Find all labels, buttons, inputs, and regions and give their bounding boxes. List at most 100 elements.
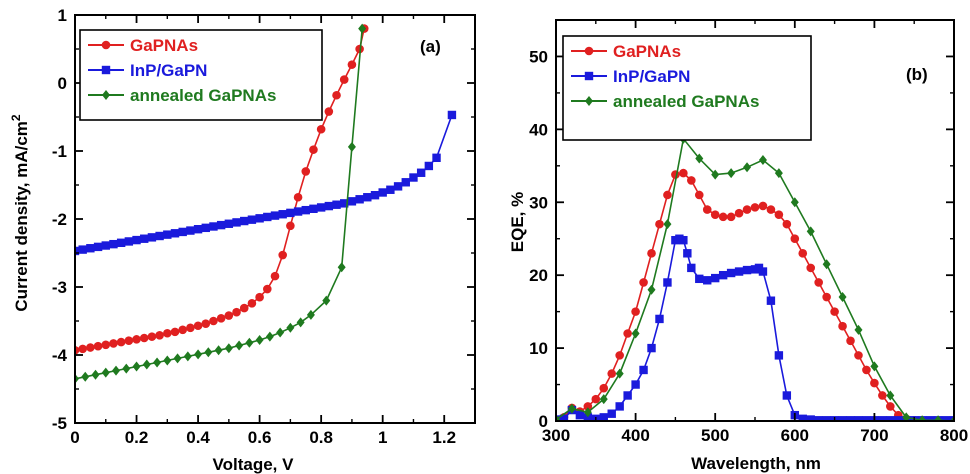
panel-a-data-point bbox=[409, 173, 418, 182]
panel-b-data-point bbox=[766, 205, 776, 214]
panel-a-data-point bbox=[322, 295, 331, 306]
panel-a-y-tick-label: 1 bbox=[58, 6, 67, 25]
panel-a-legend-label: GaPNAs bbox=[130, 36, 198, 55]
panel-a-data-point bbox=[75, 345, 80, 355]
panel-a-data-point bbox=[178, 325, 187, 335]
panel-a-data-point bbox=[224, 343, 233, 354]
panel-a-data-point bbox=[286, 322, 295, 333]
panel-b-data-point bbox=[949, 416, 954, 421]
panel-b-data-point bbox=[782, 391, 792, 400]
panel-a-data-point bbox=[124, 336, 134, 346]
panel-b-y-tick-label: 0 bbox=[539, 412, 548, 431]
panel-b-data-point bbox=[734, 267, 744, 276]
panel-a-data-point bbox=[186, 323, 195, 333]
panel-b-data-point bbox=[703, 276, 712, 285]
panel-a-series bbox=[75, 23, 457, 384]
panel-a-data-point bbox=[255, 335, 264, 346]
panel-a-data-point bbox=[301, 167, 311, 176]
panel-b-data-point bbox=[838, 292, 847, 303]
panel-b-data-point bbox=[599, 394, 608, 405]
panel-b-data-point bbox=[886, 390, 895, 401]
panel-a-y-tick-label: -2 bbox=[52, 210, 67, 229]
panel-a-data-point bbox=[339, 75, 349, 84]
panel-a-data-point bbox=[216, 220, 226, 230]
panel-a-data-point bbox=[245, 337, 254, 348]
panel-a-data-point bbox=[153, 357, 162, 368]
panel-a-legend-entry: annealed GaPNAs bbox=[88, 86, 276, 105]
panel-a-data-point bbox=[132, 235, 141, 245]
panel-b-data-point bbox=[870, 361, 879, 372]
panel-b-data-point bbox=[758, 154, 767, 165]
panel-a-data-point bbox=[240, 216, 249, 226]
panel-a-data-point bbox=[270, 271, 280, 281]
panel-b-data-point bbox=[687, 263, 696, 273]
panel-a-data-point bbox=[155, 330, 164, 340]
panel-a-data-point bbox=[155, 231, 164, 241]
panel-a-data-point bbox=[263, 212, 272, 222]
panel-a-series-line bbox=[75, 28, 363, 380]
panel-b-data-point bbox=[902, 412, 911, 421]
panel-a-data-point bbox=[232, 218, 241, 227]
panel-b-data-point bbox=[695, 274, 704, 284]
panel-a-legend-marker bbox=[101, 40, 111, 50]
panel-b-data-point bbox=[615, 351, 624, 360]
panel-b-data-point bbox=[878, 416, 887, 421]
panel-a-data-point bbox=[93, 242, 103, 252]
panel-a-data-point bbox=[347, 197, 357, 206]
panel-a-data-point bbox=[224, 311, 234, 320]
panel-a-data-point bbox=[235, 340, 244, 351]
panel-a-iv-curves: 0 0.2 0.4 0.6 0.8 1 1.2 -5 -4 -3 -2 -1 0 1 (a) Voltag… bbox=[9, 6, 476, 474]
panel-a-data-point bbox=[204, 347, 213, 358]
panel-b-data-point bbox=[790, 197, 799, 208]
panel-b-x-tick-label: 300 bbox=[542, 426, 570, 445]
panel-b-data-point bbox=[623, 391, 632, 400]
panel-a-legend-marker bbox=[102, 90, 110, 100]
panel-a-data-point bbox=[194, 349, 203, 360]
panel-b-data-point bbox=[798, 249, 808, 258]
panel-b-data-point bbox=[806, 263, 816, 273]
panel-b-data-point bbox=[742, 205, 752, 214]
panel-a-legend: GaPNAs InP/GaPN annealed GaPNAs bbox=[79, 29, 323, 121]
panel-a-data-point bbox=[370, 191, 380, 200]
panel-a-data-point bbox=[109, 239, 118, 249]
panel-a-x-tick-label: 1 bbox=[378, 428, 387, 447]
panel-a-data-point bbox=[432, 153, 441, 162]
panel-a-data-point bbox=[355, 195, 364, 204]
panel-b-data-point bbox=[854, 324, 863, 335]
panel-b-y-tick-label: 40 bbox=[529, 120, 548, 139]
panel-a-data-point bbox=[293, 207, 303, 216]
panel-a-data-point bbox=[309, 204, 318, 213]
panel-a-data-point bbox=[265, 331, 274, 342]
panel-a-data-point bbox=[163, 230, 172, 239]
panel-a-data-point bbox=[132, 361, 141, 372]
panel-b-data-point bbox=[647, 249, 656, 258]
panel-a-data-point bbox=[239, 303, 249, 313]
panel-b-legend-entry: GaPNAs bbox=[571, 42, 681, 61]
panel-a-data-point bbox=[101, 367, 110, 378]
panel-b-series-square bbox=[556, 234, 954, 421]
panel-b-data-point bbox=[663, 219, 672, 230]
panel-a-data-point bbox=[178, 227, 187, 237]
panel-a-data-point bbox=[263, 284, 272, 294]
panel-a-data-point bbox=[124, 237, 134, 246]
panel-a-data-point bbox=[183, 351, 192, 362]
panel-b-data-point bbox=[854, 416, 863, 421]
panel-a-data-point bbox=[201, 319, 211, 329]
panel-a-axes: 0 0.2 0.4 0.6 0.8 1 1.2 -5 -4 -3 -2 -1 0 1 bbox=[52, 6, 476, 447]
panel-b-data-point bbox=[726, 268, 736, 278]
panel-a-data-point bbox=[132, 335, 141, 344]
panel-b-x-tick-label: 500 bbox=[701, 426, 729, 445]
panel-b-data-point bbox=[854, 351, 863, 360]
panel-a-data-point bbox=[109, 339, 118, 348]
panel-a-data-point bbox=[78, 245, 87, 254]
panel-b-legend-entry: InP/GaPN bbox=[571, 67, 690, 86]
panel-b-data-point bbox=[567, 403, 576, 414]
panel-b-data-point bbox=[774, 168, 783, 179]
panel-b-data-point bbox=[711, 169, 720, 180]
panel-b-data-point bbox=[599, 413, 608, 421]
panel-b-data-point bbox=[806, 415, 815, 421]
panel-b-data-point bbox=[782, 219, 792, 229]
panel-b-data-point bbox=[655, 314, 664, 324]
panel-b-data-point bbox=[734, 208, 744, 218]
panel-a-data-point bbox=[163, 328, 172, 338]
